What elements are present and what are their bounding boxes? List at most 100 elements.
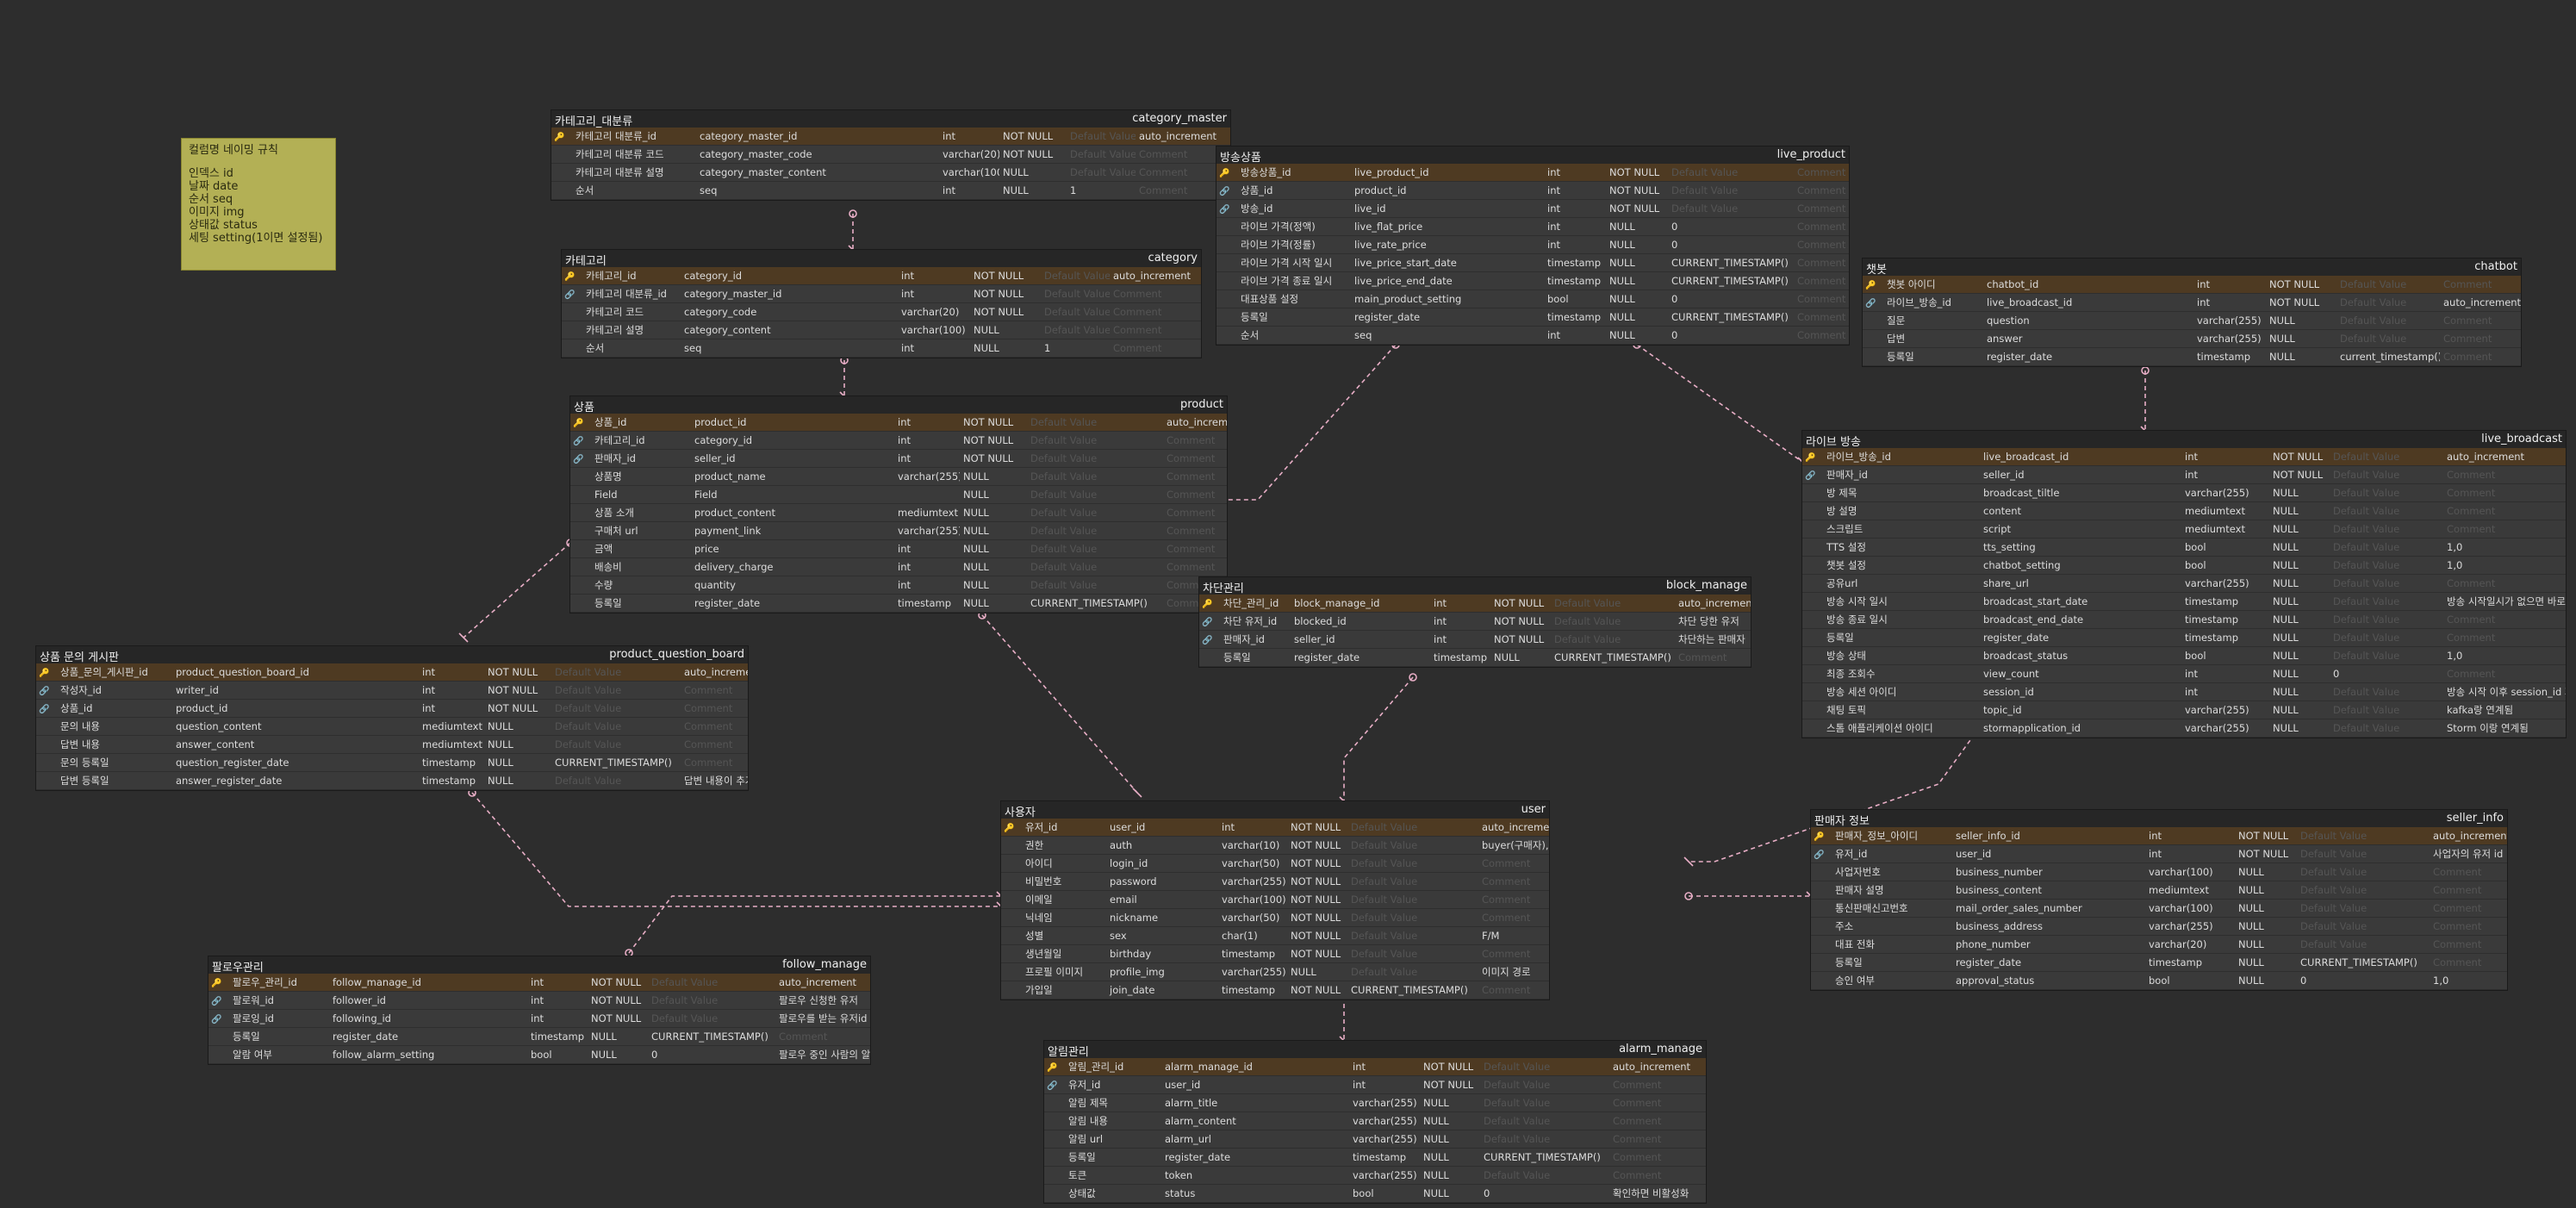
table-row[interactable]: 등록일 register_date timestamp NULL CURRENT_TIM…	[1199, 649, 1751, 667]
table-row[interactable]: 주소 business_address varchar(255) NULL Defaul…	[1811, 918, 2507, 936]
table-header[interactable]: 상품 product	[570, 396, 1227, 414]
table-row[interactable]: 답변 answer varchar(255) NULL Default Value Com…	[1863, 330, 2521, 348]
table-row[interactable]: 생년월일 birthday timestamp NOT NULL Default Val…	[1001, 945, 1549, 963]
table-row[interactable]: 🔗 상품_id product_id int NOT NULL Default Value…	[1216, 182, 1849, 200]
table-row[interactable]: 카테고리 코드 category_code varchar(20) NOT NULL D…	[562, 303, 1201, 321]
table-row[interactable]: 🔗 유저_id user_id int NOT NULL Default Value 사업자…	[1811, 845, 2507, 863]
rel-product-board[interactable]	[463, 542, 571, 638]
table-row[interactable]: 🔗 라이브_방송_id live_broadcast_id int NOT NULL De…	[1863, 294, 2521, 312]
table-row[interactable]: 방송 상태 broadcast_status bool NULL Default Val…	[1802, 647, 2566, 665]
table-row[interactable]: 문의 내용 question_content mediumtext NULL Defau…	[36, 718, 748, 736]
table-row[interactable]: 알림 내용 alarm_content varchar(255) NULL Defaul…	[1044, 1112, 1706, 1130]
table-row[interactable]: 알람 여부 follow_alarm_setting bool NULL 0 팔로우 중인…	[208, 1046, 870, 1064]
table-row[interactable]: 방송 종료 일시 broadcast_end_date timestamp NULL D…	[1802, 611, 2566, 629]
table-row[interactable]: 대표상품 설정 main_product_setting bool NULL 0 Comm…	[1216, 290, 1849, 308]
table-row[interactable]: 🔑 유저_id user_id int NOT NULL Default Value aut…	[1001, 819, 1549, 837]
table-row[interactable]: 순서 seq int NULL 0 Comment	[1216, 327, 1849, 345]
table-product_question_board[interactable]: 상품 문의 게시판 product_question_board 🔑 상품_문의_…	[36, 646, 748, 790]
table-row[interactable]: 라이브 가격(정액) live_flat_price int NULL 0 Comment	[1216, 218, 1849, 236]
table-row[interactable]: TTS 설정 tts_setting bool NULL Default Value 1,…	[1802, 539, 2566, 557]
table-row[interactable]: 문의 등록일 question_register_date timestamp NUL…	[36, 754, 748, 772]
table-live_product[interactable]: 방송상품 live_product 🔑 방송상품_id live_product_i…	[1216, 146, 1849, 345]
table-row[interactable]: 스톰 애플리케이션 아이디 stormapplication_id varchar(…	[1802, 719, 2566, 738]
table-row[interactable]: 🔑 알림_관리_id alarm_manage_id int NOT NULL Defau…	[1044, 1058, 1706, 1076]
table-row[interactable]: 아이디 login_id varchar(50) NOT NULL Default Va…	[1001, 855, 1549, 873]
table-header[interactable]: 카테고리_대분류 category_master	[551, 110, 1230, 128]
table-user[interactable]: 사용자 user 🔑 유저_id user_id int NOT NULL Default…	[1001, 801, 1549, 999]
table-header[interactable]: 카테고리 category	[562, 250, 1201, 268]
table-row[interactable]: 판매자 설명 business_content mediumtext NULL Defa…	[1811, 881, 2507, 900]
table-row[interactable]: 🔗 팔로잉_id following_id int NOT NULL Default Va…	[208, 1010, 870, 1028]
table-row[interactable]: 승인 여부 approval_status bool NULL 0 1,0	[1811, 972, 2507, 990]
naming-rules-note[interactable]: 컬럼명 네이밍 규칙 인덱스 id 날짜 date 순서 seq 이미지 img…	[181, 138, 336, 271]
table-seller_info[interactable]: 판매자 정보 seller_info 🔑 판매자_정보_아이디 seller_inf…	[1811, 810, 2507, 990]
table-row[interactable]: 답변 내용 answer_content mediumtext NULL Default…	[36, 736, 748, 754]
table-row[interactable]: 🔗 팔로워_id follower_id int NOT NULL Default Val…	[208, 992, 870, 1010]
table-row[interactable]: 순서 seq int NULL 1 Comment	[562, 339, 1201, 358]
table-alarm_manage[interactable]: 알림관리 alarm_manage 🔑 알림_관리_id alarm_manage_…	[1044, 1041, 1706, 1203]
table-row[interactable]: 🔑 차단_관리_id block_manage_id int NOT NULL Defau…	[1199, 595, 1751, 613]
table-row[interactable]: 🔗 카테고리 대분류_id category_master_id int NOT NUL…	[562, 285, 1201, 303]
table-row[interactable]: 🔗 판매자_id seller_id int NOT NULL Default Value…	[570, 450, 1227, 468]
table-row[interactable]: 구매처 url payment_link varchar(255) NULL Defau…	[570, 522, 1227, 540]
table-row[interactable]: 🔑 카테고리_id category_id int NOT NULL Default Va…	[562, 267, 1201, 285]
table-header[interactable]: 알림관리 alarm_manage	[1044, 1041, 1706, 1059]
table-block_manage[interactable]: 차단관리 block_manage 🔑 차단_관리_id block_manage_…	[1199, 577, 1751, 667]
table-row[interactable]: 🔗 카테고리_id category_id int NOT NULL Default Va…	[570, 432, 1227, 450]
table-row[interactable]: 🔗 작성자_id writer_id int NOT NULL Default Value…	[36, 682, 748, 700]
table-product[interactable]: 상품 product 🔑 상품_id product_id int NOT NULL De…	[570, 396, 1227, 613]
table-row[interactable]: 방 제목 broadcast_tiltle varchar(255) NULL Defa…	[1802, 484, 2566, 502]
table-chatbot[interactable]: 챗봇 chatbot 🔑 챗봇 아이디 chatbot_id int NOT NULL D…	[1863, 258, 2521, 366]
table-row[interactable]: Field Field NULL Default Value Comment	[570, 486, 1227, 504]
table-row[interactable]: 🔗 판매자_id seller_id int NOT NULL Default Value…	[1199, 631, 1751, 649]
rel-product-user[interactable]	[981, 614, 1138, 794]
table-row[interactable]: 등록일 register_date timestamp NULL CURRENT_TIM…	[208, 1028, 870, 1046]
table-row[interactable]: 등록일 register_date timestamp NULL CURRENT_TIM…	[1811, 954, 2507, 972]
rel-block-user[interactable]	[1343, 676, 1414, 801]
table-row[interactable]: 닉네임 nickname varchar(50) NOT NULL Default Va…	[1001, 909, 1549, 927]
table-category_master[interactable]: 카테고리_대분류 category_master 🔑 카테고리 대분류_id cat…	[551, 110, 1230, 200]
table-header[interactable]: 상품 문의 게시판 product_question_board	[36, 646, 748, 664]
table-row[interactable]: 🔗 판매자_id seller_id int NOT NULL Default Value…	[1802, 466, 2566, 484]
table-row[interactable]: 🔑 상품_id product_id int NOT NULL Default Value…	[570, 414, 1227, 432]
table-row[interactable]: 방송 시작 일시 broadcast_start_date timestamp NUL…	[1802, 593, 2566, 611]
table-row[interactable]: 🔑 판매자_정보_아이디 seller_info_id int NOT NULL Defa…	[1811, 827, 2507, 845]
table-row[interactable]: 사업자번호 business_number varchar(100) NULL Defa…	[1811, 863, 2507, 881]
table-row[interactable]: 수량 quantity int NULL Default Value Comment	[570, 576, 1227, 595]
table-row[interactable]: 라이브 가격 종료 일시 live_price_end_date timestamp…	[1216, 272, 1849, 290]
table-row[interactable]: 카테고리 대분류 설명 category_master_content varcha…	[551, 164, 1230, 182]
table-row[interactable]: 이메일 email varchar(100) NOT NULL Default Valu…	[1001, 891, 1549, 909]
table-row[interactable]: 등록일 register_date timestamp NULL CURRENT_TIM…	[1044, 1149, 1706, 1167]
table-row[interactable]: 스크립트 script mediumtext NULL Default Value Com…	[1802, 520, 2566, 539]
table-row[interactable]: 대표 전화 phone_number varchar(20) NULL Default …	[1811, 936, 2507, 954]
table-row[interactable]: 공유url share_url varchar(255) NULL Default Va…	[1802, 575, 2566, 593]
table-row[interactable]: 등록일 register_date timestamp NULL Default Val…	[1802, 629, 2566, 647]
rel-follow-user[interactable]	[628, 895, 1001, 954]
table-header[interactable]: 챗봇 chatbot	[1863, 258, 2521, 277]
table-live_broadcast[interactable]: 라이브 방송 live_broadcast 🔑 라이브_방송_id live_bro…	[1802, 431, 2566, 738]
table-row[interactable]: 방송 세션 아이디 session_id int NULL Default Value 방…	[1802, 683, 2566, 701]
table-row[interactable]: 등록일 register_date timestamp NULL CURRENT_TIM…	[1216, 308, 1849, 327]
table-row[interactable]: 순서 seq int NULL 1 Comment	[551, 182, 1230, 200]
table-header[interactable]: 팔로우관리 follow_manage	[208, 956, 870, 974]
table-row[interactable]: 프로필 이미지 profile_img varchar(255) NULL Defaul…	[1001, 963, 1549, 981]
table-header[interactable]: 차단관리 block_manage	[1199, 577, 1751, 595]
table-row[interactable]: 라이브 가격(정률) live_rate_price int NULL 0 Comment	[1216, 236, 1849, 254]
table-row[interactable]: 질문 question varchar(255) NULL Default Value C…	[1863, 312, 2521, 330]
table-row[interactable]: 🔗 유저_id user_id int NOT NULL Default Value Com…	[1044, 1076, 1706, 1094]
table-row[interactable]: 가입일 join_date timestamp NOT NULL CURRENT_TIM…	[1001, 981, 1549, 999]
table-row[interactable]: 상품명 product_name varchar(255) NULL Default V…	[570, 468, 1227, 486]
table-row[interactable]: 성별 sex char(1) NOT NULL Default Value F/M	[1001, 927, 1549, 945]
table-row[interactable]: 🔗 상품_id product_id int NOT NULL Default Value…	[36, 700, 748, 718]
table-row[interactable]: 카테고리 설명 category_content varchar(100) NULL D…	[562, 321, 1201, 339]
table-row[interactable]: 🔑 상품_문의_게시판_id product_question_board_id in…	[36, 663, 748, 682]
table-row[interactable]: 챗봇 설정 chatbot_setting bool NULL Default Valu…	[1802, 557, 2566, 575]
table-row[interactable]: 채팅 토픽 topic_id varchar(255) NULL Default Val…	[1802, 701, 2566, 719]
table-row[interactable]: 알림 제목 alarm_title varchar(255) NULL Default …	[1044, 1094, 1706, 1112]
table-row[interactable]: 🔗 차단 유저_id blocked_id int NOT NULL Default Va…	[1199, 613, 1751, 631]
table-row[interactable]: 🔑 방송상품_id live_product_id int NOT NULL Defaul…	[1216, 164, 1849, 182]
table-row[interactable]: 🔑 챗봇 아이디 chatbot_id int NOT NULL Default Valu…	[1863, 276, 2521, 294]
table-row[interactable]: 라이브 가격 시작 일시 live_price_start_date timesta…	[1216, 254, 1849, 272]
table-row[interactable]: 비밀번호 password varchar(255) NOT NULL Default …	[1001, 873, 1549, 891]
table-row[interactable]: 토큰 token varchar(255) NULL Default Value Comm…	[1044, 1167, 1706, 1185]
